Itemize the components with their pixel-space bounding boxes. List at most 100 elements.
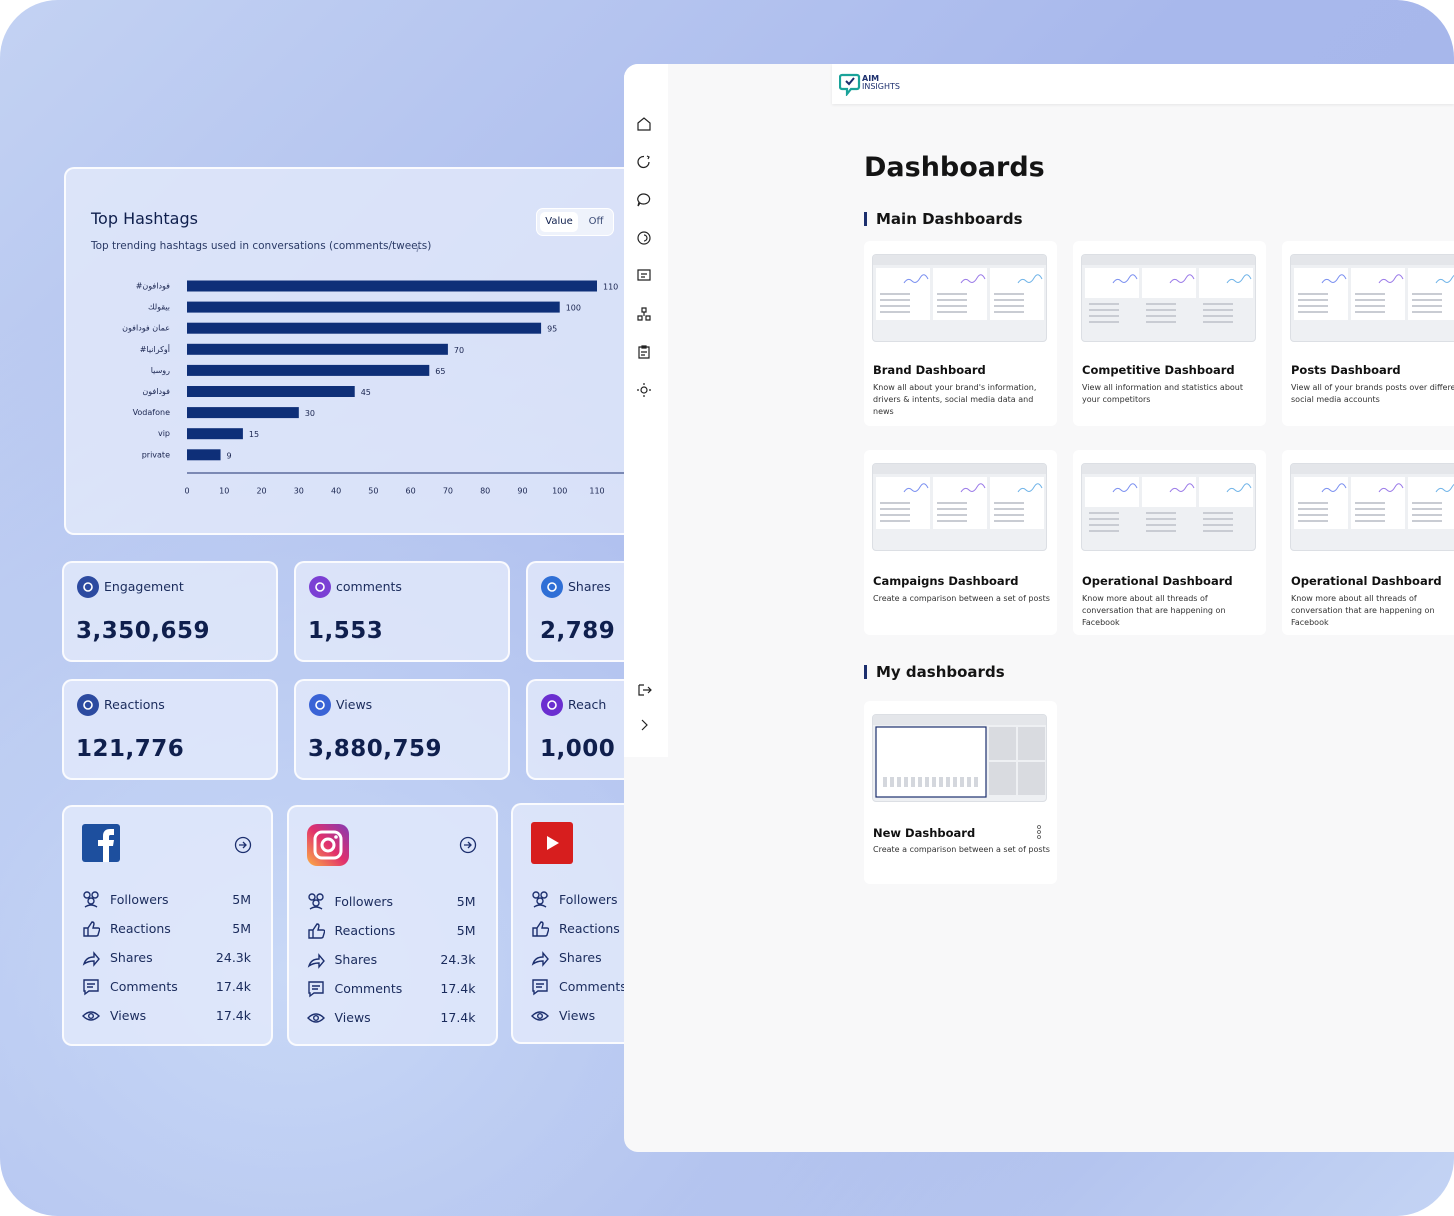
toggle[interactable]: Value Off [536,208,614,236]
section-heading: Main Dashboards [876,210,1023,228]
nav-icon[interactable] [641,719,648,731]
panel [1355,305,1385,307]
panel [1412,293,1442,295]
icon [83,891,91,899]
nav-icon[interactable] [638,345,650,359]
dashboard-card[interactable]: Brand Dashboard Know all about your brand… [864,241,1057,426]
panel [967,777,971,787]
icon [463,841,472,849]
stat-value: 1,000 [540,736,616,762]
nav-icon[interactable] [637,193,651,207]
panel [939,777,943,787]
dashboard-card[interactable]: Posts Dashboard View all of your brands p… [1282,241,1454,426]
icon [536,897,544,905]
icon [87,1012,94,1019]
dashboard-title: Posts Dashboard [1291,363,1401,377]
panel [994,293,1024,295]
panel [1355,502,1385,504]
icon [540,891,548,899]
bar [187,280,597,292]
panel [880,514,910,516]
panel [1412,520,1442,522]
icon-circle [77,576,99,598]
panel [937,299,967,301]
bar [187,301,560,313]
icon [234,836,252,854]
more-button[interactable] [1036,825,1042,839]
dashboard-card[interactable]: New Dashboard Create a comparison between… [864,701,1057,884]
sparkline [1226,483,1252,493]
icon [532,979,548,996]
icon [641,719,648,731]
dashboard-card[interactable]: Campaigns Dashboard Create a comparison b… [864,450,1057,635]
icon [309,906,322,910]
icon [311,899,320,907]
sparkline [1112,483,1138,493]
toggle-option[interactable]: Off [588,216,604,227]
sparkline [1435,483,1454,493]
nav-icon[interactable] [637,231,651,245]
dashboard-description: Know more about all threads of conversat… [1082,594,1226,627]
panel [937,311,967,313]
sparkline [903,274,929,284]
platform-icon [306,824,349,866]
dashboard-card[interactable]: Operational Dashboard Know more about all… [1282,450,1454,635]
panel [1203,315,1233,317]
value-label: 110 [603,283,618,292]
metric-label: Comments [559,979,627,994]
nav-icon[interactable] [637,307,651,321]
sparkline [1226,274,1252,284]
toggle-option[interactable]: Value [540,212,578,232]
metric-value: 5M [232,892,251,907]
thumbnail-art [1082,464,1255,532]
sparkline [1169,274,1195,284]
panel [1291,464,1454,474]
value-label: 45 [361,388,371,397]
icon [637,155,650,169]
value-label: 70 [454,346,464,355]
nav-icon[interactable] [637,117,651,131]
open-button[interactable] [234,836,252,854]
icon [637,383,651,397]
panel [1085,477,1139,507]
nav-icon[interactable] [637,383,651,397]
sparkline [1435,274,1454,284]
value-label: 95 [547,325,557,334]
value-label: 30 [305,409,315,418]
heading-bar [864,212,867,226]
open-button[interactable] [459,836,477,854]
stat-value: 121,776 [76,736,185,762]
panel [989,762,1016,795]
stat-label: Views [336,697,373,712]
category-label: عمان فودافون [122,324,170,333]
page-title: Dashboards [864,152,1045,183]
row-icon [531,1011,549,1021]
dashboard-card[interactable]: Operational Dashboard Know more about all… [1073,450,1266,635]
row-icon [83,979,99,996]
thumbnail-art [1082,255,1255,323]
metric-label: Reactions [110,921,171,936]
panel [937,502,967,504]
panel [1146,309,1176,311]
icon [536,1012,543,1019]
chart-card: Top Hashtags Top trending hashtags used … [64,167,704,535]
nav-icon[interactable] [637,269,651,281]
panel [1412,299,1442,301]
facebook-f [98,829,114,862]
icon [637,269,651,281]
metric-value: 17.4k [440,981,476,996]
logo-text: INSIGHTS [862,82,900,91]
dashboard-card[interactable]: Competitive Dashboard View all informatio… [1073,241,1266,426]
nav-icon[interactable] [637,155,650,169]
panel [1298,305,1328,307]
panel [1355,508,1385,510]
panel [1082,255,1255,265]
x-tick-label: 60 [406,487,416,496]
metric-label: Followers [334,894,394,909]
panel [880,305,910,307]
panel [1298,311,1328,313]
panel [1298,299,1328,301]
panel [883,777,887,787]
nav-icon[interactable] [638,684,652,696]
panel [1412,514,1442,516]
